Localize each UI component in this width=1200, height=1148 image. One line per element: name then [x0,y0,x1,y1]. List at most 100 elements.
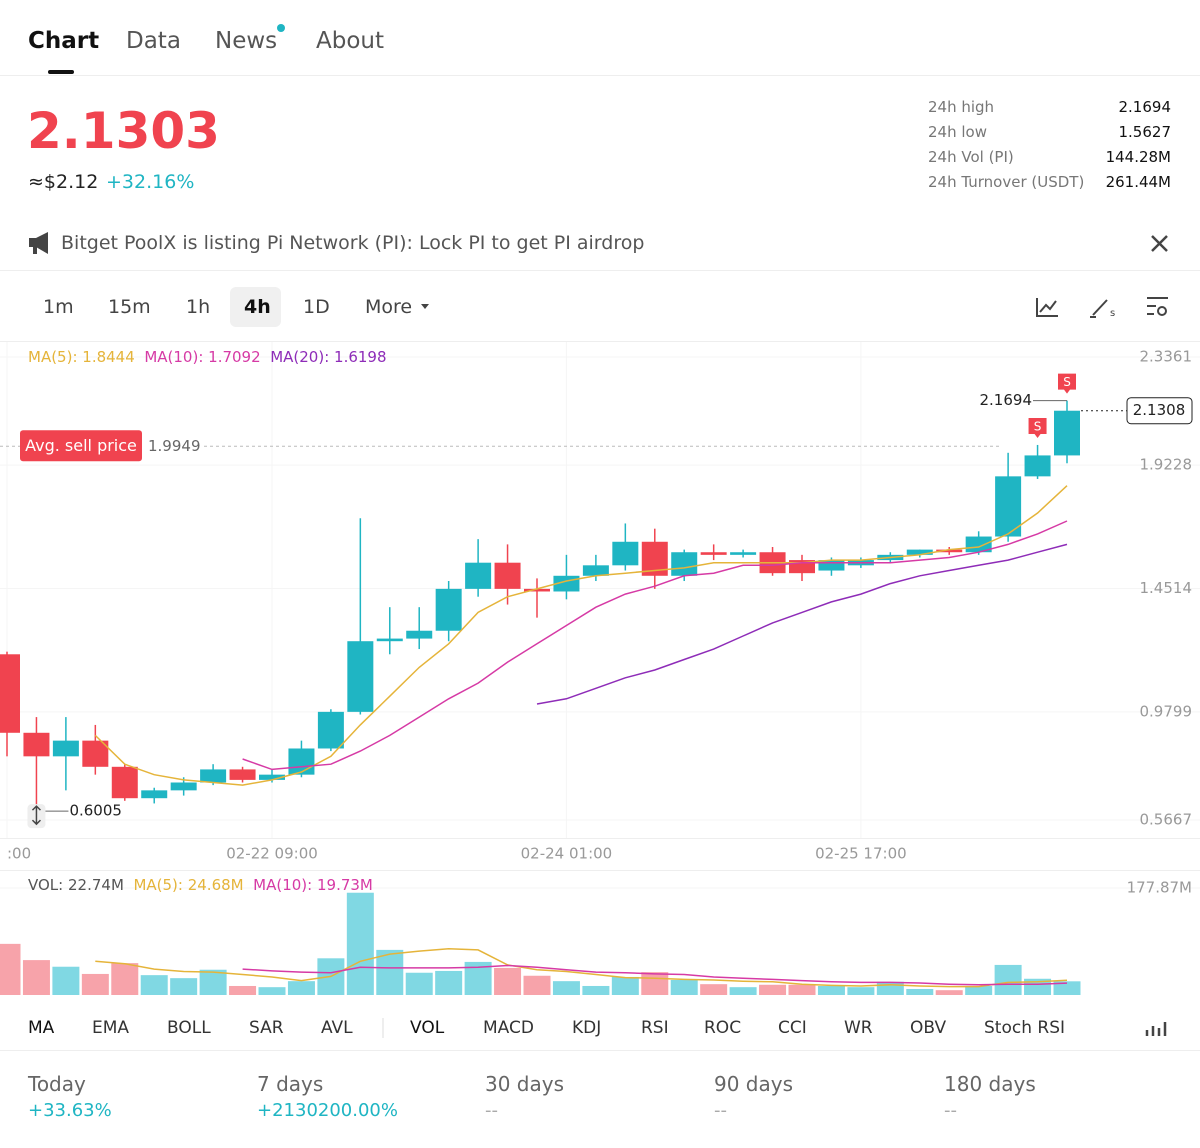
divider [0,341,1200,342]
volume-bar [994,964,1022,995]
perf-value: -- [485,1100,498,1121]
candle-body [259,774,285,780]
legend-value: 1.8444 [82,348,135,366]
candle-body [170,782,197,791]
interval[interactable]: 1m [43,296,74,318]
indicator[interactable]: MACD [483,1018,534,1038]
stat-label: 24h high [928,98,995,116]
indicator[interactable]: BOLL [167,1018,211,1038]
candle-body [111,766,138,799]
candle-body [582,565,609,576]
indicator-settings-icon[interactable] [1145,1022,1167,1036]
stat-label: 24h Turnover (USDT) [928,173,1085,191]
settings-icon[interactable] [1147,297,1168,316]
volume-bar [817,985,845,995]
tab[interactable]: Chart [28,28,100,54]
candle-body [0,654,20,733]
x-tick-label: 02-22 09:00 [226,845,318,863]
interval[interactable]: 1D [303,296,330,318]
candle-body [435,588,462,631]
stat-label: 24h Vol (PI) [928,148,1014,166]
sell-marker [1028,417,1047,438]
tab[interactable]: About [316,28,385,54]
legend-value: 19.73M [316,876,373,894]
candle-body [612,541,639,566]
y-tick-label: 177.87M [1127,879,1192,897]
indicator[interactable]: VOL [410,1018,445,1038]
more-caret [421,304,429,309]
stat-label: 24h low [928,123,987,141]
indicator[interactable]: SAR [249,1018,284,1038]
legend-name: MA(10) [253,876,317,894]
candle-body [82,740,109,767]
candle-body [406,630,433,639]
candle-body [52,740,79,757]
vol-legend: VOL22.74M MA(5)24.68M MA(10)19.73M [28,876,373,894]
volume-bar [405,972,433,995]
indicator[interactable]: EMA [92,1018,130,1038]
banner-text[interactable]: Bitget PoolX is listing Pi Network (PI):… [61,232,645,254]
ma-line [536,543,1068,705]
divider [0,270,1200,271]
perf-label: 90 days [714,1072,794,1096]
candle-body [141,790,168,799]
indicator[interactable]: WR [844,1018,873,1038]
indicator[interactable]: ROC [704,1018,742,1038]
y-tick-label: 1.9228 [1140,456,1193,474]
legend-value: 22.74M [68,876,124,894]
y-tick-label: 1.4514 [1140,579,1193,597]
perf-label: 180 days [944,1072,1036,1096]
candle-body [818,560,845,571]
tab[interactable]: Data [126,28,181,54]
low-icon [31,805,41,826]
candle-body [671,552,698,576]
volume-bar [494,967,522,995]
indicator[interactable]: CCI [778,1018,807,1038]
volume-bar [876,981,904,995]
close-icon[interactable] [1151,235,1168,252]
volume-bar [229,985,257,995]
indicator[interactable]: MA [28,1018,55,1038]
volume-bar [759,984,787,995]
sell-marker-label: S [1063,375,1071,389]
volume-bar [670,979,698,995]
last-price: 2.1303 [27,102,220,160]
high-label: 2.1694 [980,391,1033,409]
interval[interactable]: 15m [108,296,151,318]
x-tick-label: 02-25 17:00 [815,845,907,863]
stat-value: 1.5627 [1118,123,1172,141]
volume-bar [965,985,993,995]
indicator[interactable]: Stoch RSI [984,1018,1065,1038]
tab[interactable]: News [215,28,278,54]
interval[interactable]: 4h [244,296,271,318]
volume-bar [700,984,728,995]
legend-name: VOL [28,876,68,894]
candle-body [1054,410,1080,456]
ma-line [242,964,1068,986]
candle-body [317,711,344,749]
indicator[interactable]: AVL [321,1018,353,1038]
perf-value: +33.63% [28,1100,112,1121]
indicator[interactable]: KDJ [572,1018,602,1038]
indicator[interactable]: RSI [641,1018,669,1038]
volume-bar [847,987,875,995]
megaphone-icon [29,232,48,254]
volume-bar [346,892,374,995]
interval[interactable]: More [365,296,413,318]
last-price-label: 2.1308 [1133,401,1186,419]
indicator[interactable]: OBV [910,1018,947,1038]
volume-bar [287,981,315,995]
candle-body [465,562,492,589]
interval[interactable]: 1h [186,296,211,318]
draw-icon[interactable]: s [1090,299,1115,319]
legend-name: MA(5) [133,876,187,894]
chart-type-icon[interactable] [1036,298,1058,317]
sell-marker [1058,373,1076,394]
volume-bar [170,978,198,995]
avg-sell-value: 1.9949 [148,437,201,455]
divider [0,1050,1200,1051]
volume-bar [435,970,463,995]
volume-bar [582,985,610,995]
volume-bar [376,949,404,995]
